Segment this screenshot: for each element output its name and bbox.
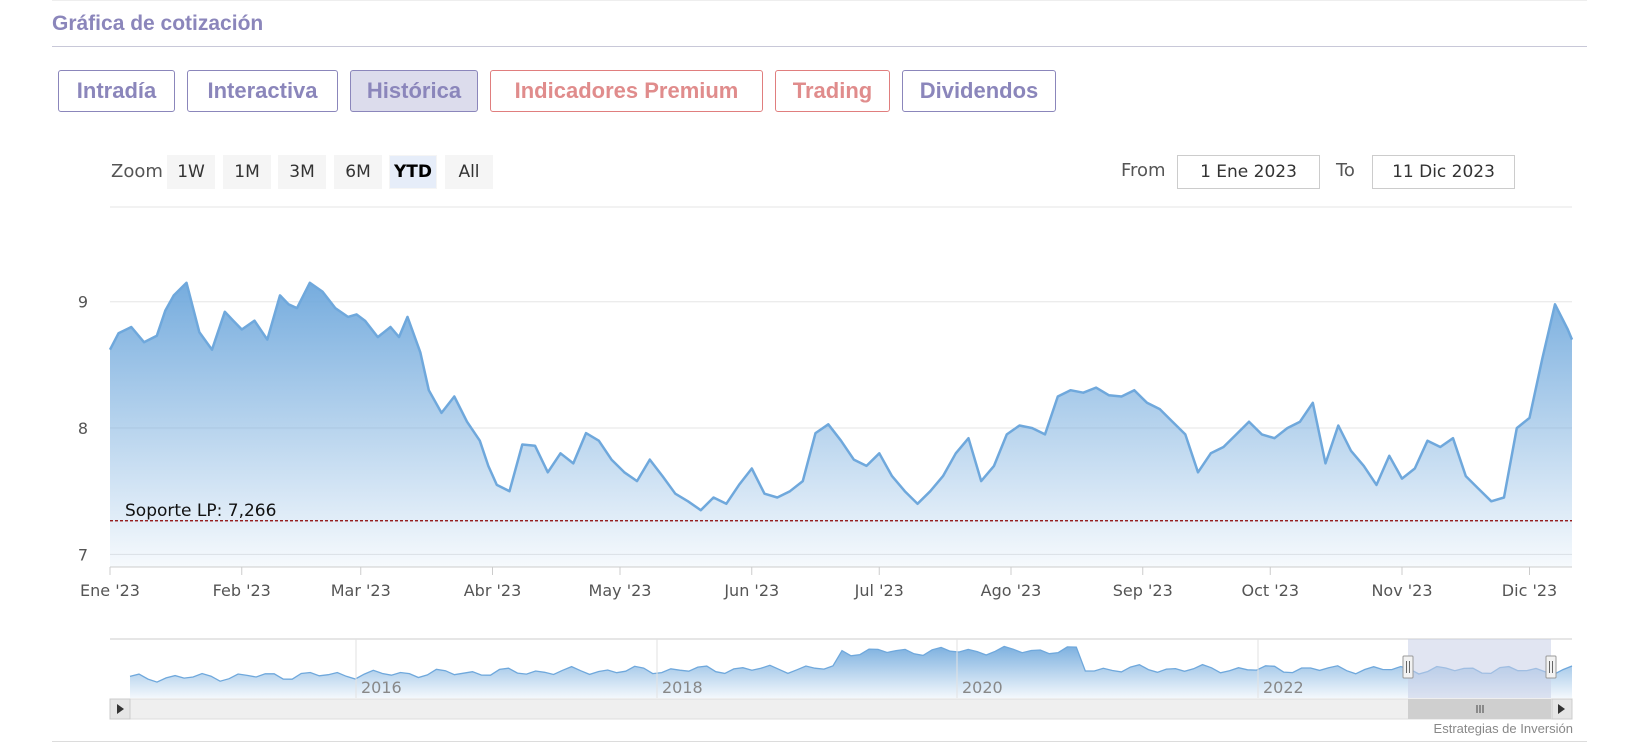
from-date-input[interactable]: 1 Ene 2023 <box>1177 155 1320 189</box>
navigator-handle-right[interactable] <box>1545 655 1557 679</box>
y-tick-label: 9 <box>78 293 88 312</box>
navigator-year-label: 2022 <box>1263 678 1304 697</box>
from-label: From <box>1121 160 1166 181</box>
x-tick-label: Sep '23 <box>1113 581 1173 600</box>
price-line <box>108 281 1574 512</box>
tab-intradia[interactable]: Intradía <box>58 70 175 112</box>
price-area <box>110 282 1572 567</box>
zoom-1w-button[interactable]: 1W <box>167 155 215 189</box>
x-tick-label: Jun '23 <box>723 581 779 600</box>
zoom-6m-button[interactable]: 6M <box>334 155 382 189</box>
zoom-1m-button[interactable]: 1M <box>223 155 271 189</box>
zoom-all-button[interactable]: All <box>445 155 493 189</box>
scrollbar-track[interactable] <box>109 698 1573 720</box>
x-tick-label: Oct '23 <box>1241 581 1299 600</box>
tab-trading[interactable]: Trading <box>775 70 890 112</box>
y-tick-label: 7 <box>78 545 88 564</box>
zoom-label: Zoom <box>111 161 163 182</box>
top-rule <box>52 0 1587 1</box>
navigator-handle-left[interactable] <box>1402 655 1414 679</box>
zoom-ytd-button[interactable]: YTD <box>389 155 437 189</box>
x-tick-label: Jul '23 <box>854 581 904 600</box>
navigator-year-label: 2018 <box>662 678 703 697</box>
x-tick-label: Mar '23 <box>331 581 391 600</box>
section-title: Gráfica de cotización <box>52 12 264 35</box>
tab-dividendos[interactable]: Dividendos <box>902 70 1056 112</box>
navigator-line <box>129 645 1573 683</box>
navigator-year-label: 2016 <box>361 678 402 697</box>
x-tick-label: Feb '23 <box>213 581 271 600</box>
to-label: To <box>1336 160 1355 181</box>
scroll-right-icon <box>1558 704 1565 714</box>
navigator-year-label: 2020 <box>962 678 1003 697</box>
chart-credit: Estrategias de Inversión <box>1433 721 1573 736</box>
x-tick-label: Ene '23 <box>80 581 140 600</box>
navigator-area <box>130 646 1572 698</box>
navigator-selection <box>1408 639 1551 698</box>
x-tick-label: Nov '23 <box>1371 581 1432 600</box>
x-tick-label: Dic '23 <box>1502 581 1557 600</box>
tab-interactiva[interactable]: Interactiva <box>187 70 338 112</box>
zoom-3m-button[interactable]: 3M <box>278 155 326 189</box>
support-label: Soporte LP: 7,266 <box>125 501 276 521</box>
x-tick-label: Ago '23 <box>981 581 1042 600</box>
title-divider <box>52 46 1587 47</box>
scroll-left-icon <box>117 704 124 714</box>
x-tick-label: May '23 <box>589 581 652 600</box>
x-tick-label: Abr '23 <box>464 581 522 600</box>
to-date-input[interactable]: 11 Dic 2023 <box>1372 155 1515 189</box>
tab-indicadores-premium[interactable]: Indicadores Premium <box>490 70 763 112</box>
tab-historica[interactable]: Histórica <box>350 70 478 112</box>
bottom-rule <box>52 741 1587 742</box>
y-tick-label: 8 <box>78 419 88 438</box>
